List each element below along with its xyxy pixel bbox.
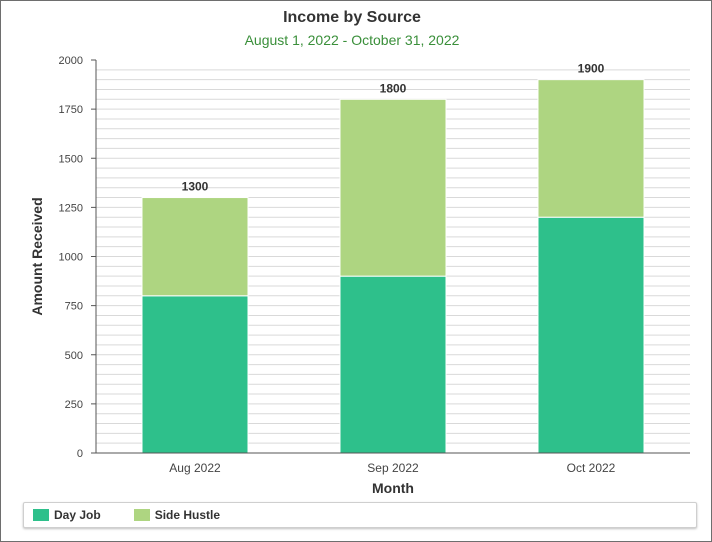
y-tick-label: 1250 — [59, 202, 83, 214]
x-tick-label: Oct 2022 — [567, 461, 616, 475]
bar-side-hustle — [339, 98, 447, 277]
bar-day-job — [141, 295, 249, 454]
chart-legend: Day Job Side Hustle — [23, 502, 697, 528]
bar-total-label: 1900 — [578, 62, 605, 76]
legend-swatch-day-job — [33, 509, 49, 521]
chart-plot: 0 250 500 750 1000 1250 1500 1750 2000 1300 Aug 20… — [29, 55, 690, 496]
y-tick-label: 1750 — [59, 104, 83, 116]
bar-total-label: 1300 — [182, 180, 209, 194]
legend-item-day-job[interactable]: Day Job — [33, 508, 101, 522]
bar-day-job — [537, 216, 645, 454]
bar-day-job — [339, 275, 447, 454]
bar-side-hustle — [141, 197, 249, 297]
legend-item-side-hustle[interactable]: Side Hustle — [133, 508, 221, 522]
bar-total-label: 1800 — [380, 81, 407, 95]
legend-label-side-hustle: Side Hustle — [154, 508, 221, 522]
y-tick-label: 500 — [65, 350, 83, 362]
y-tick-label: 1000 — [59, 252, 83, 264]
y-tick-label: 2000 — [59, 55, 83, 67]
x-axis-title: Month — [372, 480, 414, 496]
y-tick-label: 0 — [77, 448, 83, 460]
chart-subtitle: August 1, 2022 - October 31, 2022 — [244, 32, 460, 48]
y-tick-label: 750 — [65, 301, 83, 313]
x-tick-label: Sep 2022 — [367, 461, 419, 475]
chart-title: Income by Source — [283, 9, 421, 26]
y-tick-label: 250 — [65, 399, 83, 411]
legend-label-day-job: Day Job — [54, 508, 101, 522]
y-axis-title: Amount Received — [29, 197, 45, 315]
x-tick-label: Aug 2022 — [169, 461, 221, 475]
y-tick-label: 1500 — [59, 153, 83, 165]
legend-swatch-side-hustle — [133, 509, 150, 521]
bar-side-hustle — [537, 79, 645, 218]
